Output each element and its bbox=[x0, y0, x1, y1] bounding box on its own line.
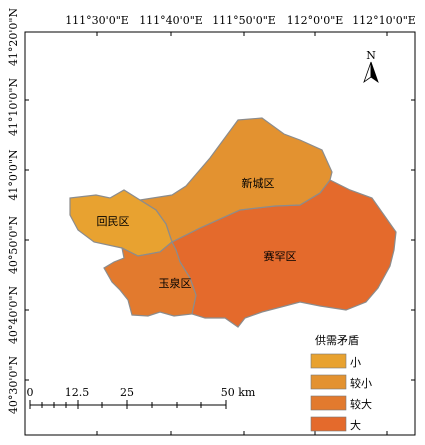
top-tick-label: 112°0'0"E bbox=[287, 14, 344, 27]
district-xincheng[interactable] bbox=[138, 117, 333, 243]
district-label: 新城区 bbox=[242, 176, 275, 190]
scale-label: 50 km bbox=[221, 386, 256, 399]
scale-bar: 0 12.5 25 50 km bbox=[27, 386, 256, 409]
legend-label: 较大 bbox=[350, 397, 372, 411]
legend-swatch bbox=[310, 353, 347, 369]
district-label: 玉泉区 bbox=[159, 276, 192, 290]
left-tick-label: 41°20'0"N bbox=[7, 8, 20, 67]
left-tick-label: 40°40'0"N bbox=[7, 286, 20, 345]
left-tick-label: 41°0'0"N bbox=[7, 149, 20, 201]
north-arrow-label: N bbox=[366, 49, 376, 62]
left-tick-marks bbox=[25, 31, 415, 381]
top-tick-label: 111°40'0"E bbox=[139, 14, 203, 27]
scale-label: 0 bbox=[27, 386, 34, 399]
legend: 供需矛盾 小 较小 较大 大 bbox=[310, 333, 372, 432]
north-arrow-icon: N bbox=[363, 49, 379, 84]
top-tick-marks bbox=[96, 32, 388, 435]
top-tick-label: 111°30'0"E bbox=[65, 14, 129, 27]
legend-title: 供需矛盾 bbox=[315, 333, 359, 347]
top-tick-label: 112°10'0"E bbox=[352, 14, 416, 27]
district-label: 回民区 bbox=[97, 215, 130, 228]
top-tick-label: 111°50'0"E bbox=[212, 14, 276, 27]
left-tick-label: 40°50'0"N bbox=[7, 216, 20, 275]
legend-swatch bbox=[310, 416, 347, 432]
district-yuquan[interactable] bbox=[103, 241, 197, 317]
legend-label: 小 bbox=[350, 356, 361, 369]
legend-swatch bbox=[310, 395, 347, 411]
scale-label: 25 bbox=[120, 386, 134, 399]
district-label: 赛罕区 bbox=[264, 249, 297, 263]
scale-label: 12.5 bbox=[65, 386, 90, 399]
legend-label: 较小 bbox=[350, 376, 372, 390]
legend-label: 大 bbox=[350, 418, 361, 432]
legend-swatch bbox=[310, 374, 347, 390]
left-tick-label: 40°30'0"N bbox=[7, 356, 20, 415]
left-tick-label: 41°10'0"N bbox=[7, 78, 20, 137]
